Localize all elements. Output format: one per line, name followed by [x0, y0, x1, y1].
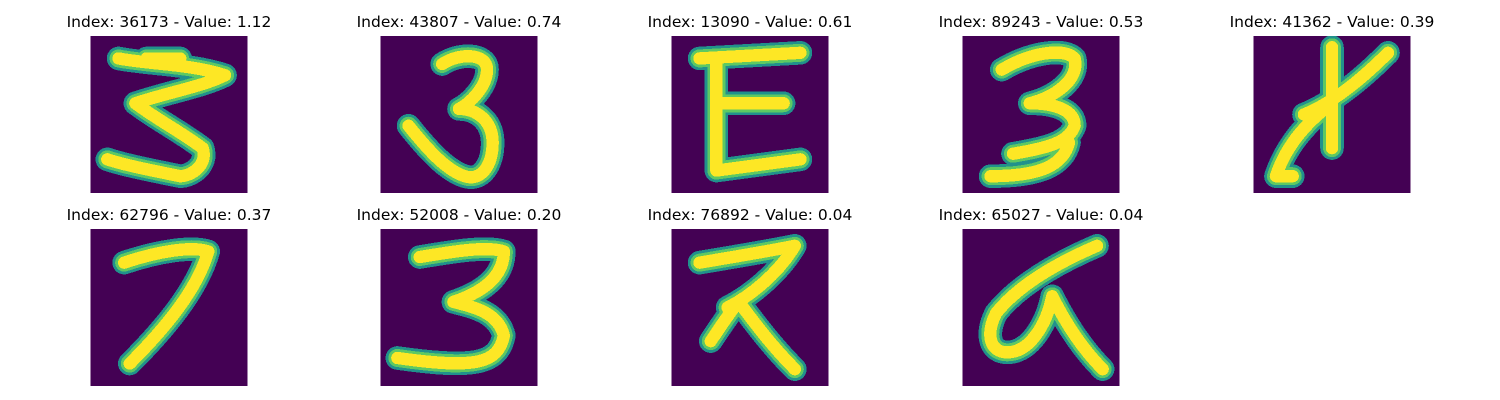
- panel-title: Index: 76892 - Value: 0.04: [647, 206, 853, 224]
- digit-image: [671, 229, 829, 386]
- digit-image: [671, 36, 829, 193]
- panel-4: Index: 89243 - Value: 0.53: [911, 13, 1171, 193]
- digit-image: [90, 229, 248, 386]
- digit-image: [962, 229, 1120, 386]
- digit-image: [90, 36, 248, 193]
- panel-title: Index: 13090 - Value: 0.61: [647, 13, 853, 31]
- panel-title: Index: 41362 - Value: 0.39: [1229, 13, 1435, 31]
- digit-stroke: [1269, 97, 1339, 183]
- digit-stroke: [117, 243, 215, 370]
- panel-title: Index: 36173 - Value: 1.12: [66, 13, 272, 31]
- panel-1: Index: 36173 - Value: 1.12: [39, 13, 299, 193]
- panel-title: Index: 43807 - Value: 0.74: [356, 13, 562, 31]
- panel-5: Index: 41362 - Value: 0.39: [1202, 13, 1462, 193]
- digit-stroke: [402, 50, 499, 184]
- digit-stroke: [101, 52, 232, 183]
- panel-8: Index: 76892 - Value: 0.04: [620, 206, 880, 386]
- panel-9: Index: 65027 - Value: 0.04: [911, 206, 1171, 386]
- digit-stroke: [984, 136, 1076, 183]
- panel-2: Index: 43807 - Value: 0.74: [329, 13, 589, 193]
- digit-stroke: [984, 239, 1109, 376]
- digit-image: [380, 229, 538, 386]
- panel-title: Index: 52008 - Value: 0.20: [356, 206, 562, 224]
- panel-title: Index: 89243 - Value: 0.53: [938, 13, 1144, 31]
- panel-title: Index: 62796 - Value: 0.37: [66, 206, 272, 224]
- panel-7: Index: 52008 - Value: 0.20: [329, 206, 589, 386]
- digit-stroke: [391, 242, 511, 370]
- digit-image: [1253, 36, 1411, 193]
- digit-image: [962, 36, 1120, 193]
- digit-stroke: [1297, 46, 1395, 121]
- panel-6: Index: 62796 - Value: 0.37: [39, 206, 299, 386]
- digit-stroke: [693, 239, 802, 314]
- digit-image: [380, 36, 538, 193]
- digit-stroke: [704, 295, 802, 376]
- digit-stroke: [710, 153, 807, 177]
- panel-title: Index: 65027 - Value: 0.04: [938, 206, 1144, 224]
- panel-3: Index: 13090 - Value: 0.61: [620, 13, 880, 193]
